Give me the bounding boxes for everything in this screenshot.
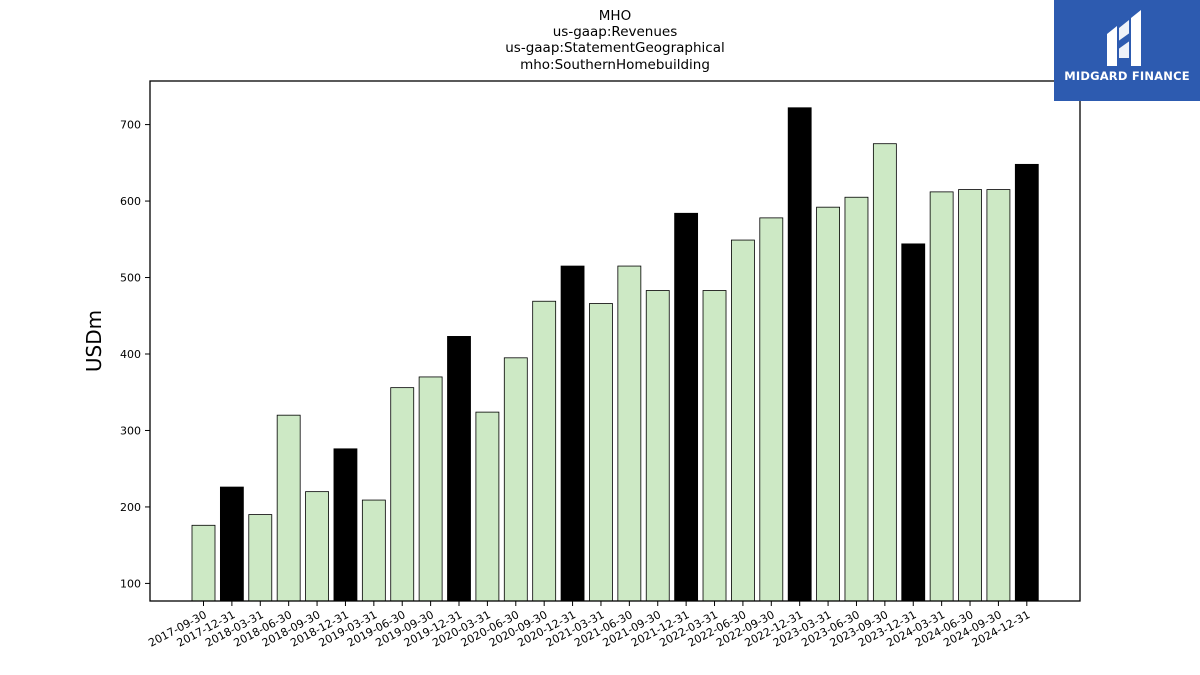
y-axis-label: USDm: [82, 310, 106, 372]
x-axis: 2017-09-302017-12-312018-03-312018-06-30…: [146, 601, 1032, 650]
y-tick-label: 100: [120, 577, 141, 590]
bar-2021-12-31: [674, 212, 699, 602]
bar-2018-03-31: [248, 514, 273, 602]
bar-2024-09-30: [986, 189, 1011, 602]
bar-2020-03-31: [475, 411, 500, 602]
y-tick-label: 700: [120, 119, 141, 132]
y-tick-label: 600: [120, 195, 141, 208]
bar-2024-12-31: [1014, 163, 1039, 602]
y-axis: 100 200 300 400 500 600 700: [120, 119, 150, 590]
title-concept: us-gaap:Revenues: [553, 24, 678, 40]
bar-series: [191, 107, 1039, 602]
title-axis: us-gaap:StatementGeographical: [505, 40, 724, 56]
bar-2019-12-31: [447, 336, 471, 602]
bar-2018-06-30: [276, 414, 301, 602]
bar-2021-03-31: [589, 303, 613, 602]
midgard-m-logo-icon: [1107, 10, 1141, 66]
bar-2019-09-30: [418, 376, 443, 602]
brand-badge: MIDGARD FINANCE: [1054, 0, 1200, 101]
bar-2023-09-30: [872, 143, 897, 602]
bar-2022-09-30: [759, 217, 784, 602]
bar-2020-06-30: [503, 357, 528, 602]
y-tick-label: 500: [120, 272, 141, 285]
bar-2019-03-31: [361, 499, 386, 602]
bar-2017-09-30: [191, 524, 216, 602]
title-ticker: MHO: [599, 8, 631, 24]
bar-2020-12-31: [560, 265, 585, 602]
bar-2021-09-30: [645, 290, 670, 602]
y-tick-label: 200: [120, 501, 141, 514]
chart-title: MHO us-gaap:Revenues us-gaap:StatementGe…: [505, 8, 724, 73]
bar-2017-12-31: [219, 486, 244, 602]
bar-2024-03-31: [929, 191, 954, 602]
bar-2019-06-30: [390, 387, 415, 602]
bar-2021-06-30: [617, 265, 642, 602]
bar-2023-12-31: [901, 243, 926, 602]
bar-2022-12-31: [787, 107, 812, 602]
bar-2018-12-31: [333, 448, 358, 602]
bar-2023-03-31: [816, 206, 840, 602]
y-tick-label: 300: [120, 424, 141, 437]
plot-frame: [149, 80, 1081, 602]
y-tick-label: 400: [120, 348, 141, 361]
bar-2018-09-30: [305, 491, 329, 602]
title-member: mho:SouthernHomebuilding: [520, 57, 710, 73]
bar-2024-06-30: [958, 189, 982, 602]
bar-2023-06-30: [844, 196, 869, 602]
bar-2022-03-31: [702, 290, 727, 602]
bar-2022-06-30: [731, 239, 755, 602]
bar-2020-09-30: [532, 300, 557, 602]
brand-name: MIDGARD FINANCE: [1064, 69, 1190, 83]
